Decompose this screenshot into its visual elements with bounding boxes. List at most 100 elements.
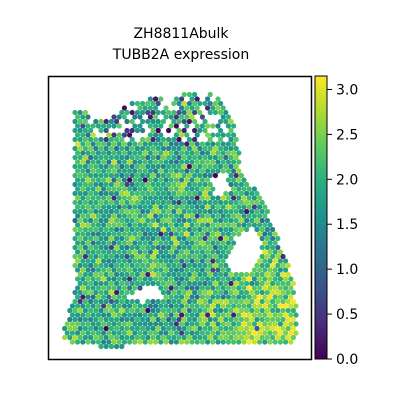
expression-spot: [163, 159, 169, 165]
expression-spot: [241, 321, 247, 327]
expression-spot: [259, 271, 265, 278]
expression-spot: [223, 190, 229, 197]
expression-spot: [75, 240, 81, 246]
expression-spot: [114, 334, 120, 341]
expression-spot: [197, 181, 203, 188]
expression-spot: [127, 285, 133, 291]
expression-spot: [218, 271, 224, 278]
expression-spot: [272, 276, 278, 282]
expression-spot: [218, 244, 224, 251]
expression-spot: [111, 159, 117, 165]
expression-spot: [199, 321, 205, 327]
expression-spot: [225, 159, 231, 165]
expression-spot: [77, 181, 83, 188]
expression-spot: [72, 190, 78, 197]
expression-spot: [251, 222, 257, 228]
expression-spot: [147, 330, 153, 336]
expression-spot: [181, 244, 187, 251]
expression-spot: [80, 123, 86, 129]
expression-spot: [176, 199, 182, 206]
expression-spot: [280, 334, 286, 341]
expression-spot: [103, 289, 109, 296]
expression-spot: [160, 109, 166, 116]
expression-spot: [93, 235, 99, 242]
expression-spot: [72, 253, 78, 260]
expression-spot: [153, 141, 159, 147]
expression-spot: [168, 141, 174, 147]
expression-spot: [95, 312, 101, 318]
expression-spot: [147, 240, 153, 246]
expression-spot: [153, 123, 159, 129]
expression-spot: [251, 303, 257, 309]
expression-spot: [134, 271, 140, 278]
expression-spot: [101, 267, 107, 273]
expression-spot: [160, 262, 166, 269]
expression-spot: [181, 91, 187, 98]
expression-spot: [111, 339, 117, 345]
expression-spot: [101, 294, 107, 300]
expression-spot: [116, 231, 122, 237]
expression-spot: [207, 262, 213, 269]
expression-spot: [192, 289, 198, 296]
expression-spot: [116, 123, 122, 129]
expression-spot: [194, 249, 200, 255]
expression-spot: [80, 141, 86, 147]
expression-spot: [132, 141, 138, 147]
expression-spot: [277, 276, 283, 282]
expression-spot: [124, 334, 130, 341]
expression-spot: [158, 231, 164, 237]
expression-spot: [132, 321, 138, 327]
expression-spot: [111, 123, 117, 129]
expression-spot: [88, 253, 94, 260]
expression-spot: [223, 262, 229, 269]
expression-spot: [127, 195, 133, 201]
expression-spot: [62, 325, 68, 332]
expression-spot: [249, 307, 255, 314]
expression-spot: [90, 339, 96, 345]
expression-spot: [134, 244, 140, 251]
expression-spot: [166, 208, 172, 215]
expression-spot: [75, 249, 81, 255]
expression-spot: [145, 118, 151, 125]
expression-spot: [192, 91, 198, 98]
expression-spot: [111, 141, 117, 147]
expression-spot: [64, 330, 70, 336]
expression-spot: [129, 289, 135, 296]
expression-spot: [171, 244, 177, 251]
expression-spot: [103, 136, 109, 143]
expression-spot: [114, 316, 120, 323]
expression-spot: [85, 114, 91, 120]
expression-spot: [147, 141, 153, 147]
expression-spot: [160, 118, 166, 125]
expression-spot: [80, 177, 86, 183]
expression-spot: [215, 132, 221, 138]
expression-spot: [95, 267, 101, 273]
expression-spot: [231, 276, 237, 282]
expression-spot: [202, 154, 208, 161]
expression-spot: [173, 114, 179, 120]
expression-spot: [241, 312, 247, 318]
expression-spot: [158, 123, 164, 129]
expression-spot: [225, 177, 231, 183]
expression-spot: [246, 222, 252, 228]
expression-spot: [205, 321, 211, 327]
expression-spot: [197, 244, 203, 251]
expression-spot: [129, 154, 135, 161]
expression-spot: [176, 190, 182, 197]
expression-spot: [173, 123, 179, 129]
expression-spot: [106, 159, 112, 165]
expression-spot: [108, 172, 114, 179]
expression-spot: [124, 199, 130, 206]
expression-spot: [80, 222, 86, 228]
expression-spot: [225, 132, 231, 138]
expression-spot: [80, 267, 86, 273]
expression-spot: [158, 132, 164, 138]
expression-spot: [207, 181, 213, 188]
expression-spot: [166, 235, 172, 242]
expression-spot: [88, 307, 94, 314]
expression-spot: [101, 258, 107, 264]
expression-spot: [199, 141, 205, 147]
expression-spot: [166, 262, 172, 269]
expression-spot: [155, 190, 161, 197]
expression-spot: [127, 222, 133, 228]
